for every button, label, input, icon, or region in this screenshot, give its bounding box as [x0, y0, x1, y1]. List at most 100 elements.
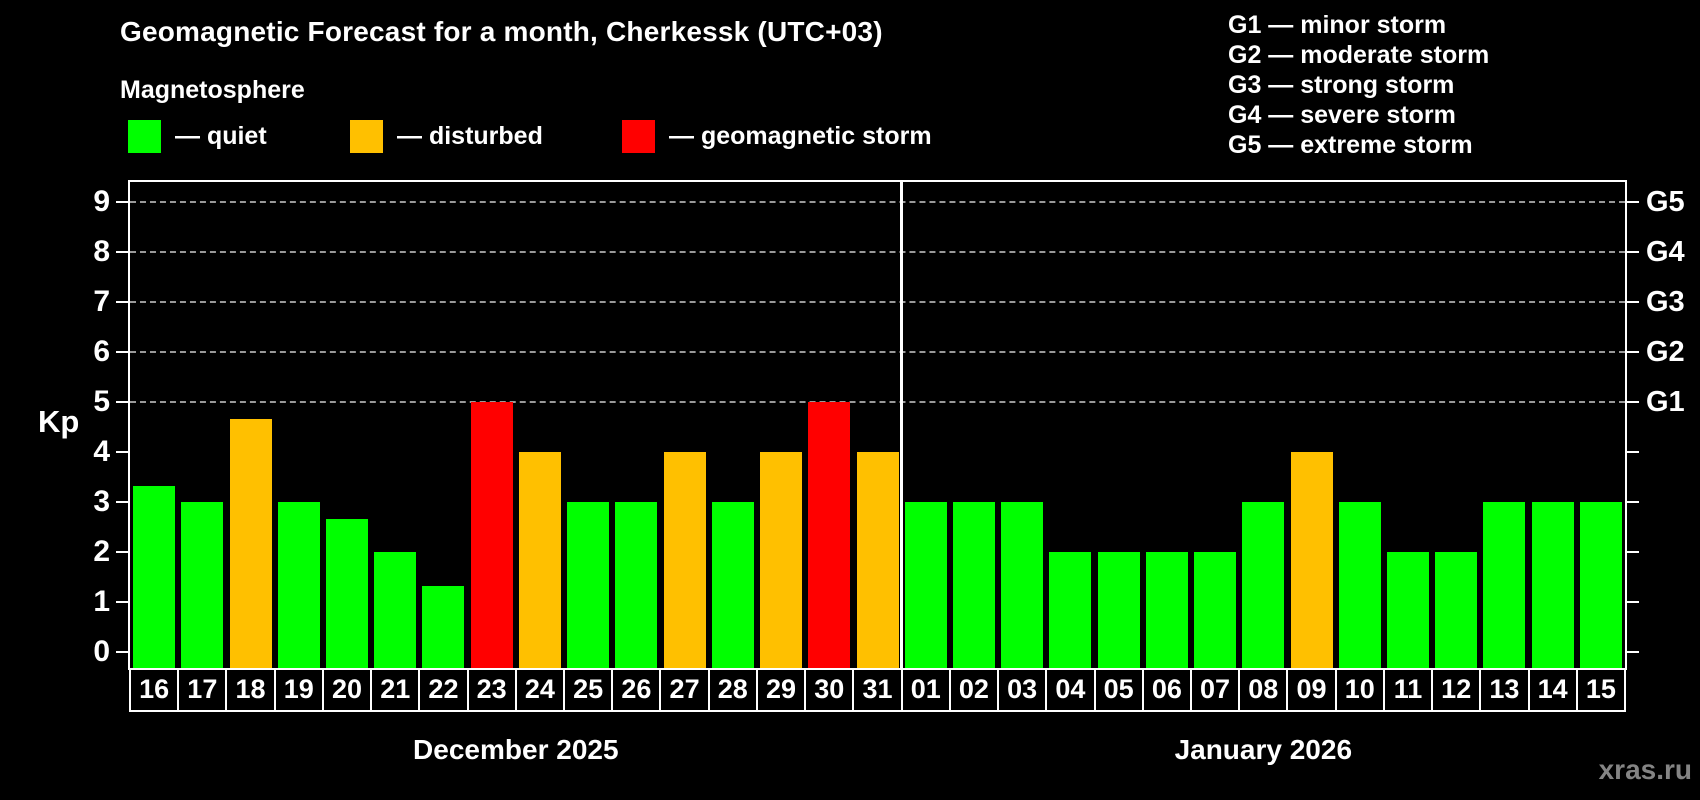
gridline-kp8 — [130, 251, 1625, 253]
kp-bar-day-25 — [567, 502, 610, 668]
kp-bar-day-08 — [1242, 502, 1285, 668]
kp-bar-day-20 — [326, 518, 369, 668]
date-cell: 07 — [1189, 668, 1241, 712]
y-tick-label: 0 — [93, 635, 110, 668]
g-scale-item-g2: G2 — moderate storm — [1228, 41, 1490, 69]
y-tick-right — [1627, 501, 1639, 503]
y-tick-right — [1627, 601, 1639, 603]
date-cell: 31 — [852, 668, 903, 712]
kp-bar-day-29 — [760, 452, 803, 668]
gridline-kp5 — [130, 401, 1625, 403]
g-scale-legend: G1 — minor storm G2 — moderate storm G3 … — [1228, 10, 1489, 160]
quiet-color-swatch — [128, 120, 161, 153]
y-tick-label: 5 — [93, 385, 110, 418]
kp-bar-day-21 — [374, 552, 417, 668]
legend-item-quiet: — quiet — [128, 120, 267, 153]
kp-bar-day-12 — [1435, 552, 1478, 668]
date-cell: 12 — [1431, 668, 1482, 712]
kp-bar-day-14 — [1531, 502, 1574, 668]
g-axis-label-g4: G4 — [1646, 236, 1685, 268]
kp-bar-day-24 — [518, 452, 561, 668]
kp-bar-day-06 — [1145, 552, 1188, 668]
y-tick-right — [1627, 651, 1639, 653]
date-cell: 02 — [948, 668, 1000, 712]
month-label-january: January 2026 — [1174, 734, 1353, 765]
y-tick-right — [1627, 401, 1639, 403]
date-cell: 21 — [370, 668, 421, 712]
date-cell: 15 — [1575, 668, 1626, 712]
kp-bar-day-28 — [711, 502, 754, 668]
date-cell: 27 — [659, 668, 710, 712]
y-tick-left — [116, 501, 128, 503]
g-axis-label-g1: G1 — [1646, 386, 1685, 418]
g-axis-label-g3: G3 — [1646, 286, 1685, 318]
kp-bar-day-05 — [1097, 552, 1140, 668]
kp-bar-day-13 — [1483, 502, 1526, 668]
y-tick-left — [116, 251, 128, 253]
chart-title: Geomagnetic Forecast for a month, Cherke… — [120, 16, 883, 47]
date-cell: 20 — [321, 668, 373, 712]
y-tick-label: 7 — [93, 285, 110, 318]
y-tick-label: 8 — [93, 235, 110, 268]
g-scale-item-g5: G5 — extreme storm — [1228, 131, 1473, 159]
y-tick-left — [116, 601, 128, 603]
date-cell: 17 — [177, 668, 228, 712]
kp-bar-day-18 — [229, 418, 272, 668]
kp-bar-day-27 — [663, 452, 706, 668]
kp-bar-day-23 — [470, 402, 513, 668]
date-cell: 09 — [1286, 668, 1337, 712]
kp-bar-day-16 — [133, 485, 176, 668]
month-label-december: December 2025 — [413, 734, 619, 765]
date-cell: 25 — [563, 668, 614, 712]
g-scale-item-g3: G3 — strong storm — [1228, 71, 1455, 99]
legend-label-storm: — geomagnetic storm — [669, 122, 932, 150]
y-tick-label: 3 — [93, 485, 110, 518]
kp-bar-day-26 — [615, 502, 658, 668]
kp-bar-day-07 — [1194, 552, 1237, 668]
kp-bar-day-15 — [1579, 502, 1622, 668]
date-cell: 22 — [418, 668, 469, 712]
date-cell: 23 — [466, 668, 517, 712]
date-cell: 05 — [1093, 668, 1144, 712]
date-cell: 30 — [804, 668, 855, 712]
date-cell: 29 — [755, 668, 807, 712]
y-tick-label: 9 — [93, 185, 110, 218]
date-cell: 13 — [1479, 668, 1530, 712]
legend-label-quiet: — quiet — [175, 122, 267, 150]
kp-bar-day-19 — [277, 502, 320, 668]
kp-bar-day-03 — [1001, 502, 1044, 668]
date-axis-row: 16 17 18 19 20 21 22 23 24 25 26 27 28 29 30 31 01 02 03 04… — [129, 668, 1628, 714]
date-cell: 26 — [611, 668, 662, 712]
g-scale-item-g4: G4 — severe storm — [1228, 101, 1456, 129]
date-cell: 04 — [1045, 668, 1096, 712]
kp-bar-day-10 — [1338, 502, 1381, 668]
date-cell: 10 — [1334, 668, 1385, 712]
date-cell: 03 — [997, 668, 1048, 712]
y-tick-left — [116, 401, 128, 403]
month-separator — [900, 182, 904, 668]
y-tick-label: 4 — [93, 435, 110, 468]
date-cell: 24 — [514, 668, 566, 712]
y-tick-right — [1627, 251, 1639, 253]
kp-bar-day-04 — [1049, 552, 1092, 668]
y-tick-right — [1627, 451, 1639, 453]
legend-label-disturbed: — disturbed — [397, 122, 543, 150]
date-cell: 08 — [1238, 668, 1289, 712]
plot-area — [116, 180, 1639, 670]
kp-bar-day-17 — [181, 502, 224, 668]
disturbed-color-swatch — [350, 120, 383, 153]
y-tick-label: 6 — [93, 335, 110, 368]
y-tick-left — [116, 451, 128, 453]
kp-bar-day-09 — [1290, 452, 1333, 668]
date-cell: 19 — [273, 668, 324, 712]
date-cell: 06 — [1141, 668, 1192, 712]
watermark-xras: xras.ru — [1598, 754, 1692, 785]
y-tick-right — [1627, 201, 1639, 203]
y-tick-left — [116, 351, 128, 353]
y-tick-left — [116, 551, 128, 553]
kp-bar-day-02 — [952, 502, 995, 668]
chart-subtitle: Magnetosphere — [120, 76, 305, 104]
g-axis-label-g2: G2 — [1646, 336, 1685, 368]
g-axis-label-g5: G5 — [1646, 186, 1685, 218]
